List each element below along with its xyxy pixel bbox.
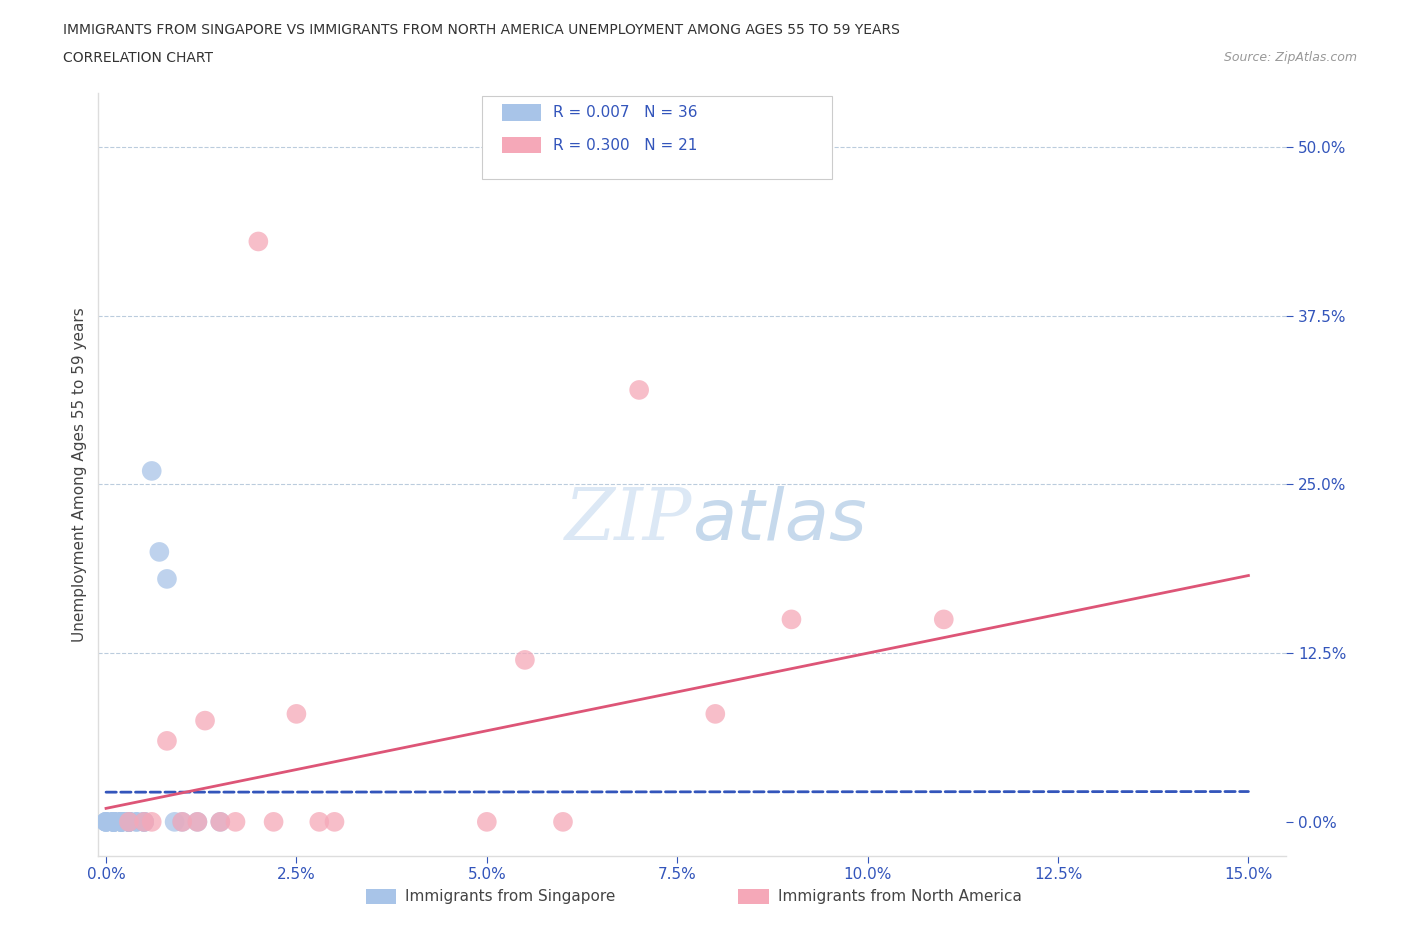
- Point: [308, 815, 330, 830]
- Point: [103, 815, 125, 830]
- Point: [118, 815, 141, 830]
- Point: [110, 815, 132, 830]
- Point: [194, 713, 217, 728]
- Point: [156, 571, 179, 586]
- Point: [209, 815, 232, 830]
- Point: [118, 815, 141, 830]
- Point: [110, 815, 132, 830]
- Point: [94, 815, 117, 830]
- Point: [247, 234, 270, 249]
- Point: [551, 815, 574, 830]
- Point: [704, 707, 727, 722]
- Point: [132, 815, 156, 830]
- Point: [94, 815, 117, 830]
- Point: [103, 815, 125, 830]
- Point: [118, 815, 141, 830]
- Point: [103, 815, 125, 830]
- Text: Immigrants from Singapore: Immigrants from Singapore: [405, 889, 616, 904]
- Point: [780, 612, 803, 627]
- Text: Source: ZipAtlas.com: Source: ZipAtlas.com: [1223, 51, 1357, 64]
- Point: [141, 815, 163, 830]
- Point: [186, 815, 208, 830]
- Point: [103, 815, 125, 830]
- Point: [156, 734, 179, 749]
- Point: [225, 815, 247, 830]
- Point: [323, 815, 346, 830]
- Point: [110, 815, 132, 830]
- Point: [118, 815, 141, 830]
- Point: [110, 815, 132, 830]
- Point: [103, 815, 125, 830]
- Text: R = 0.300   N = 21: R = 0.300 N = 21: [553, 138, 697, 153]
- Point: [628, 382, 651, 397]
- Point: [148, 544, 170, 559]
- Point: [132, 815, 156, 830]
- Text: ZIP: ZIP: [565, 485, 692, 555]
- Y-axis label: Unemployment Among Ages 55 to 59 years: Unemployment Among Ages 55 to 59 years: [72, 307, 87, 642]
- Point: [172, 815, 194, 830]
- Point: [94, 815, 117, 830]
- Text: CORRELATION CHART: CORRELATION CHART: [63, 51, 214, 65]
- Text: atlas: atlas: [692, 485, 868, 554]
- Point: [125, 815, 148, 830]
- Point: [209, 815, 232, 830]
- Point: [475, 815, 498, 830]
- Point: [513, 653, 536, 668]
- Point: [110, 815, 132, 830]
- Point: [932, 612, 955, 627]
- Point: [263, 815, 285, 830]
- Point: [118, 815, 141, 830]
- Text: R = 0.007   N = 36: R = 0.007 N = 36: [553, 105, 697, 120]
- Point: [94, 815, 117, 830]
- Point: [118, 815, 141, 830]
- Point: [285, 707, 308, 722]
- Point: [103, 815, 125, 830]
- Point: [118, 815, 141, 830]
- Point: [103, 815, 125, 830]
- Point: [110, 815, 132, 830]
- Point: [118, 815, 141, 830]
- Point: [172, 815, 194, 830]
- Text: Immigrants from North America: Immigrants from North America: [778, 889, 1021, 904]
- Point: [141, 463, 163, 478]
- Point: [125, 815, 148, 830]
- Text: IMMIGRANTS FROM SINGAPORE VS IMMIGRANTS FROM NORTH AMERICA UNEMPLOYMENT AMONG AG: IMMIGRANTS FROM SINGAPORE VS IMMIGRANTS …: [63, 23, 900, 37]
- Point: [163, 815, 186, 830]
- Point: [132, 815, 156, 830]
- Point: [132, 815, 156, 830]
- Point: [186, 815, 208, 830]
